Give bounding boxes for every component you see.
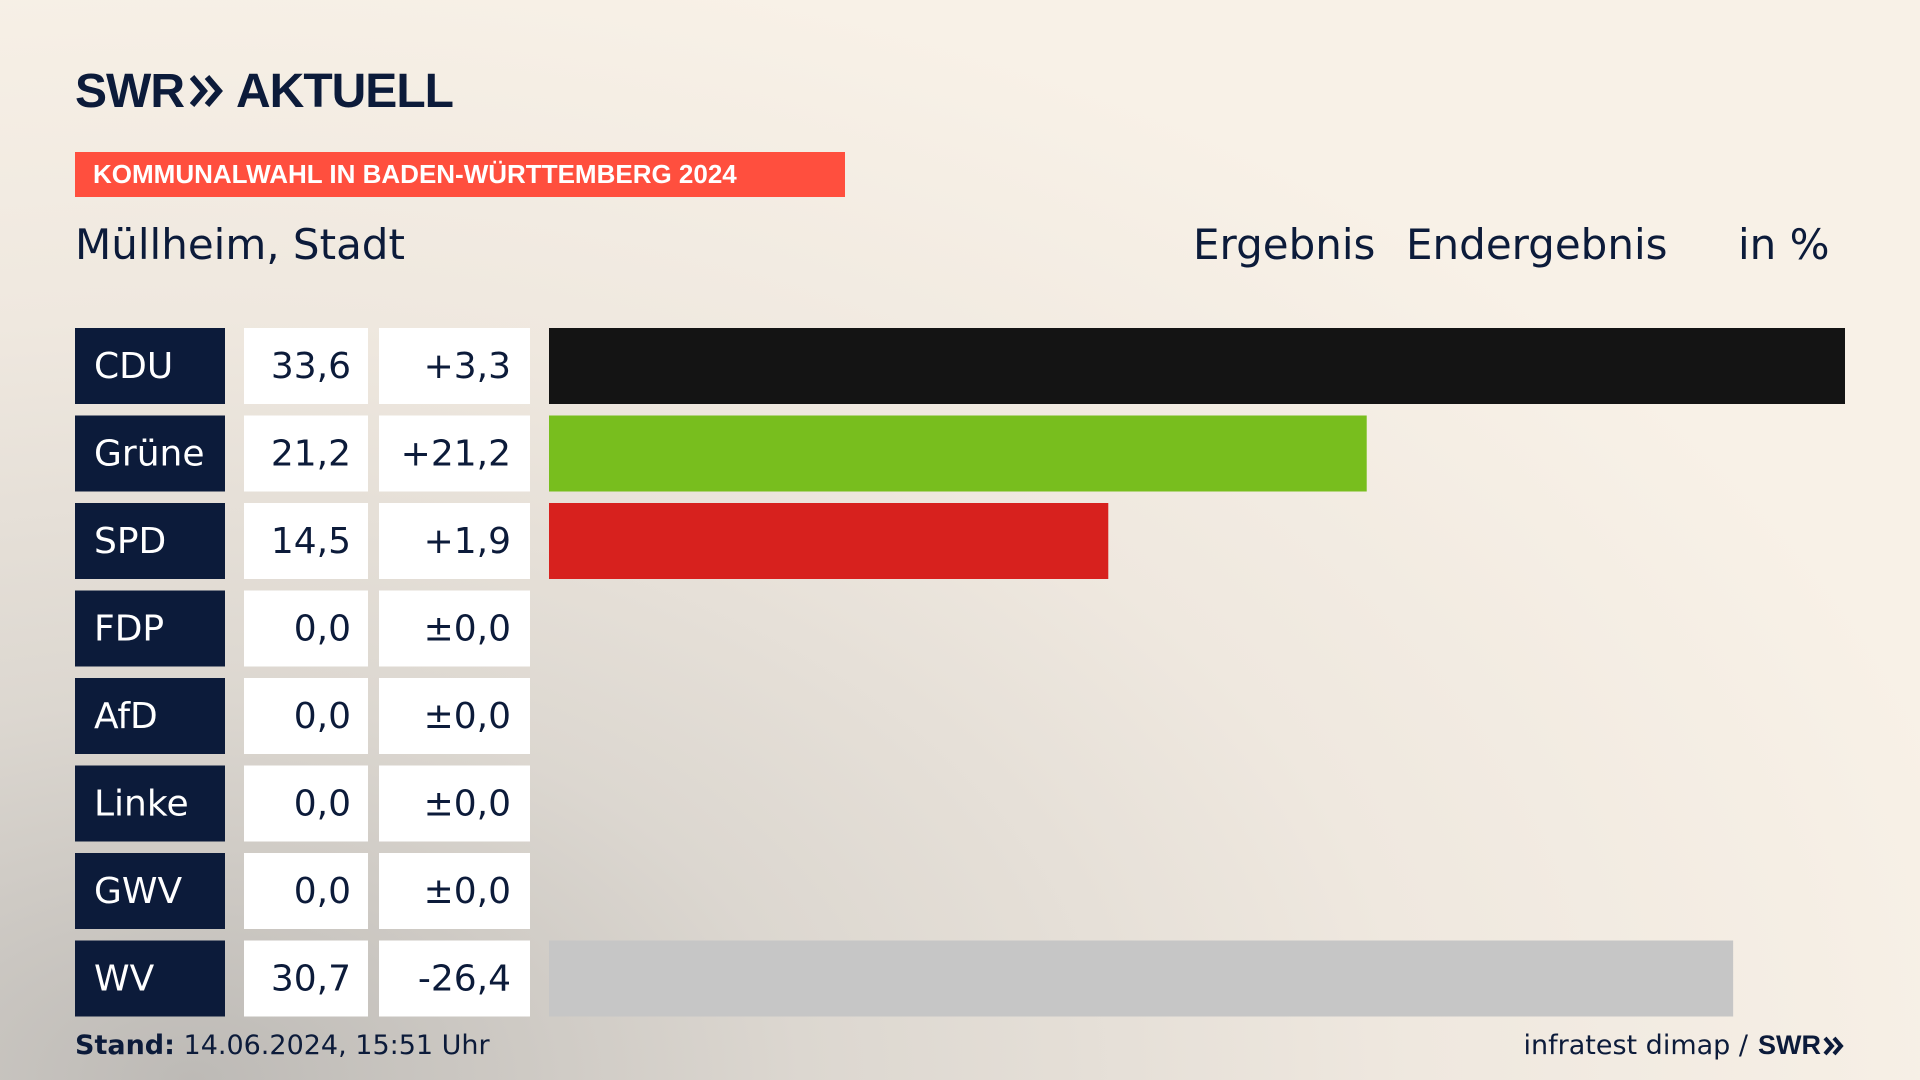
footer-swr-text: SWR <box>1758 1030 1821 1060</box>
stand-label: Stand: <box>75 1030 175 1061</box>
election-banner: KOMMUNALWAHL IN BADEN-WÜRTTEMBERG 2024 <box>75 152 845 197</box>
footer-chevron-icon <box>1823 1036 1844 1055</box>
result-value-box <box>244 678 368 754</box>
party-label-box <box>75 590 225 667</box>
change-value-box <box>379 503 530 579</box>
result-value: 30,7 <box>271 959 351 1000</box>
result-value: 0,0 <box>294 696 351 737</box>
party-label-box <box>75 765 225 842</box>
result-bar <box>549 503 1109 579</box>
party-label: GWV <box>94 871 182 912</box>
result-value: 21,2 <box>271 434 351 475</box>
party-label: Linke <box>94 784 189 825</box>
result-value-box <box>244 328 368 404</box>
party-label-box <box>75 415 225 492</box>
party-label: AfD <box>94 696 158 737</box>
change-value-box <box>379 328 530 404</box>
timestamp: Stand: 14.06.2024, 15:51 Uhr <box>75 1030 490 1061</box>
party-label: FDP <box>94 609 164 650</box>
change-value-box <box>379 853 530 929</box>
region-title: Müllheim, Stadt <box>75 220 405 269</box>
party-label-box <box>75 503 225 579</box>
header-endergebnis: Endergebnis <box>1406 220 1668 269</box>
result-value: 0,0 <box>294 784 351 825</box>
result-value: 14,5 <box>271 521 351 562</box>
result-bar <box>549 328 1845 404</box>
result-value-box <box>244 590 368 667</box>
result-value: 33,6 <box>271 346 351 387</box>
change-value: ±0,0 <box>424 696 511 737</box>
result-value-box <box>244 940 368 1017</box>
change-value-box <box>379 415 530 492</box>
stand-value: 14.06.2024, 15:51 Uhr <box>183 1030 490 1061</box>
change-value: ±0,0 <box>424 871 511 912</box>
result-value-box <box>244 503 368 579</box>
party-label: WV <box>94 959 155 1000</box>
party-label: CDU <box>94 346 173 387</box>
result-value-box <box>244 415 368 492</box>
change-value: +3,3 <box>424 346 511 387</box>
result-bar <box>549 415 1367 492</box>
result-value: 0,0 <box>294 609 351 650</box>
change-value-box <box>379 940 530 1017</box>
party-label-box <box>75 853 225 929</box>
change-value: -26,4 <box>418 959 511 1000</box>
change-value: +21,2 <box>401 434 511 475</box>
party-label: SPD <box>94 521 166 562</box>
result-value-box <box>244 853 368 929</box>
change-value: ±0,0 <box>424 609 511 650</box>
logo-swr-text: SWR <box>75 64 185 118</box>
change-value: ±0,0 <box>424 784 511 825</box>
change-value-box <box>379 678 530 754</box>
result-value-box <box>244 765 368 842</box>
logo-aktuell-text: AKTUELL <box>235 64 454 118</box>
party-label-box <box>75 940 225 1017</box>
party-label-box <box>75 328 225 404</box>
party-label: Grüne <box>94 434 204 475</box>
header-ergebnis: Ergebnis <box>1193 220 1376 269</box>
change-value: +1,9 <box>424 521 511 562</box>
party-label-box <box>75 678 225 754</box>
change-value-box <box>379 765 530 842</box>
result-bar <box>549 940 1734 1017</box>
change-value-box <box>379 590 530 667</box>
double-chevron-icon <box>189 75 223 107</box>
header-unit: in % <box>1738 220 1830 269</box>
source-credit: infratest dimap / SWR <box>1523 1030 1845 1061</box>
source-text: infratest dimap / <box>1523 1030 1748 1061</box>
result-value: 0,0 <box>294 871 351 912</box>
swr-aktuell-logo: SWR AKTUELL <box>75 64 454 118</box>
